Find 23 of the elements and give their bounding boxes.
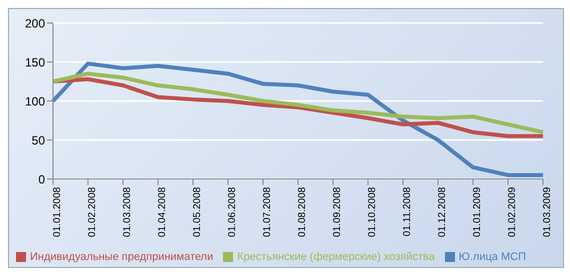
x-tick-label: 01.02.2008 bbox=[87, 186, 98, 238]
legend-label: Ю.лица МСП bbox=[458, 251, 526, 263]
x-tick-label: 01.01.2008 bbox=[52, 186, 64, 238]
x-tick-label: 01.02.2009 bbox=[507, 186, 518, 238]
x-tick-label: 01.03.2009 bbox=[542, 186, 554, 238]
y-tick-label: 0 bbox=[38, 172, 46, 186]
x-tick-label: 01.01.2009 bbox=[472, 186, 484, 238]
x-tick-label: 01.09.2008 bbox=[332, 186, 344, 238]
x-tick-label: 01.12.2008 bbox=[437, 186, 448, 238]
x-tick-label: 01.11.2008 bbox=[402, 186, 414, 236]
y-tick-label: 150 bbox=[24, 55, 46, 70]
x-tick-label: 01.06.2008 bbox=[227, 186, 238, 238]
legend-label: Крестьянские (фермерские) хозяйства bbox=[237, 251, 435, 263]
x-tick-label: 01.05.2008 bbox=[192, 186, 204, 238]
x-tick-label: 01.08.2008 bbox=[297, 186, 308, 238]
x-tick-label: 01.04.2008 bbox=[157, 186, 168, 238]
x-tick-label: 01.03.2008 bbox=[122, 186, 134, 238]
y-tick-label: 100 bbox=[24, 94, 46, 108]
y-tick-label: 200 bbox=[24, 16, 46, 30]
x-tick-label: 01.07.2008 bbox=[262, 186, 274, 238]
y-tick-label: 50 bbox=[32, 133, 46, 148]
x-tick-label: 01.10.2008 bbox=[367, 186, 378, 238]
legend-label: Индивидуальные предприниматели bbox=[30, 251, 214, 263]
